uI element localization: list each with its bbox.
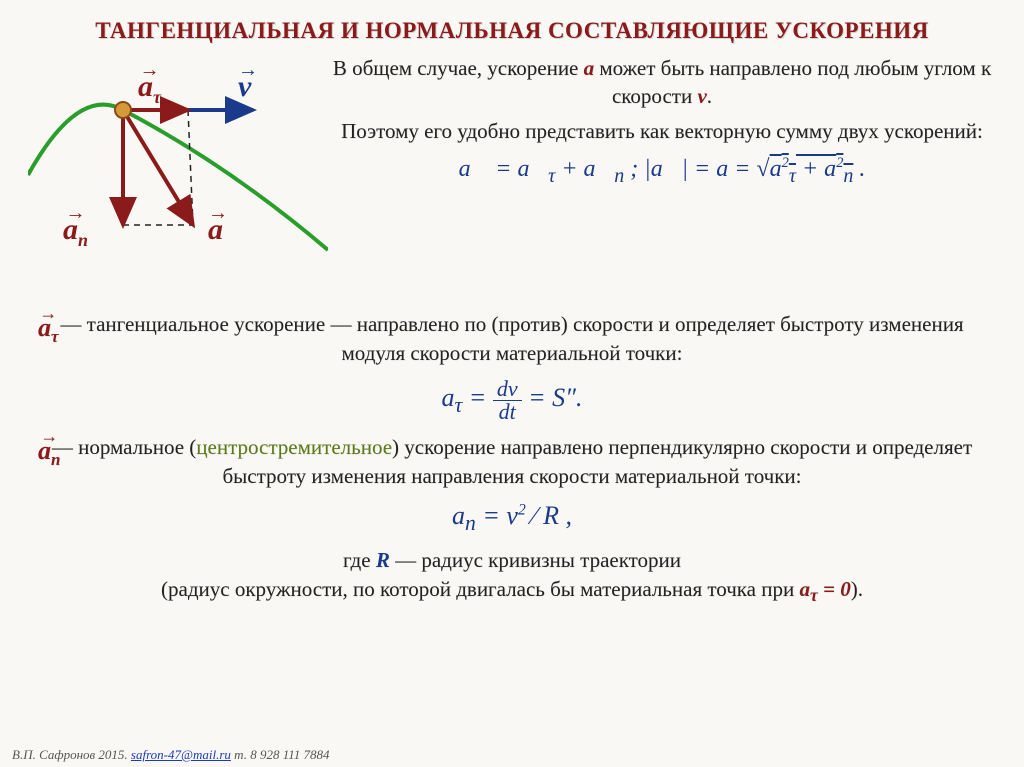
an-formula: an = v2 ∕ R , <box>28 501 996 536</box>
footer: В.П. Сафронов 2015. safron-47@mail.ru т.… <box>12 747 330 763</box>
intro-text: В общем случае, ускорение a может быть н… <box>328 50 996 190</box>
footer-email-link[interactable]: safron-47@mail.ru <box>131 747 231 762</box>
label-a-tau: →aτ <box>138 72 161 106</box>
an-paragraph: →an — нормальное (центростремительное) у… <box>28 433 996 491</box>
top-row: →aτ →v →an →a В общем случае, ускорение … <box>28 50 996 300</box>
formula-vector-sum: a⃗ = a⃗τ + a⃗n ; |a⃗| = a = √a2τ + a2n . <box>328 153 996 190</box>
atau-paragraph: →aτ — тангенциальное ускорение — направл… <box>28 310 996 368</box>
label-a-n: →an <box>63 215 88 249</box>
an-symbol: →an <box>38 433 60 472</box>
vector-diagram: →aτ →v →an →a <box>28 50 328 300</box>
atau-formula: aτ = dvdt = S″. <box>28 378 996 423</box>
atau-symbol: →aτ <box>38 310 59 349</box>
label-v: →v <box>238 72 251 102</box>
page-title: ТАНГЕНЦИАЛЬНАЯ И НОРМАЛЬНАЯ СОСТАВЛЯЮЩИЕ… <box>28 18 996 44</box>
radius-paragraph: где R — радиус кривизны траектории (ради… <box>28 546 996 607</box>
label-a: →a <box>208 215 223 245</box>
